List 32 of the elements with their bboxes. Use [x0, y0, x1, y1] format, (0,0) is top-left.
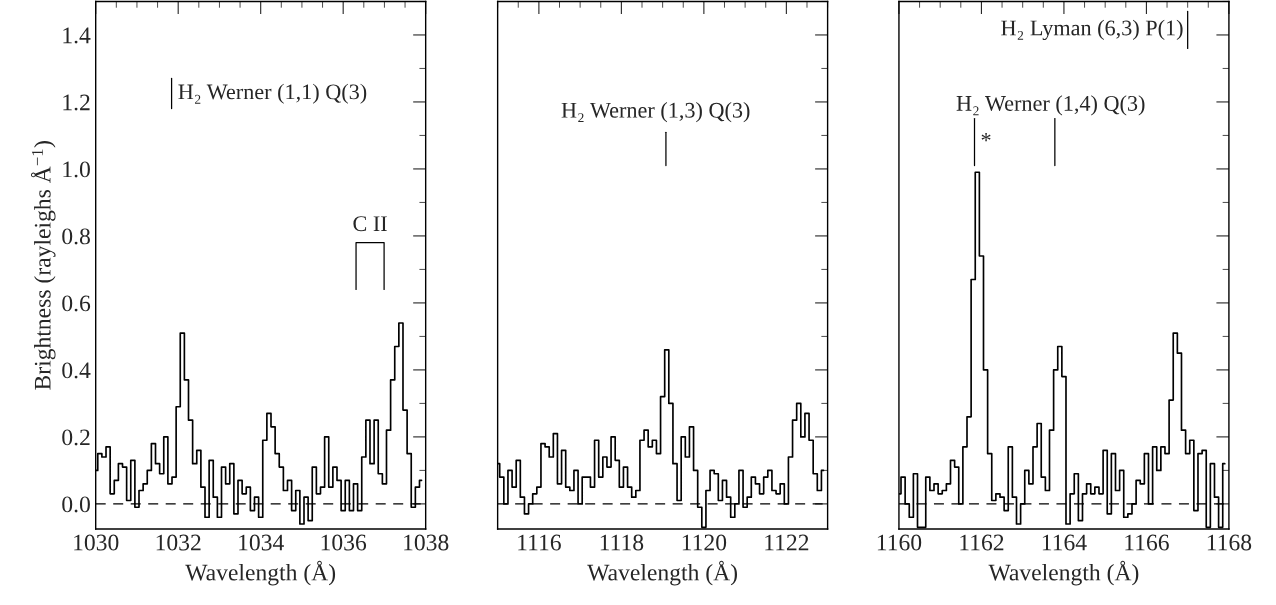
x-tick-label: 1030: [74, 534, 119, 551]
y-tick-label: 0.2: [62, 429, 90, 446]
y-tick-label: 1.2: [63, 94, 90, 111]
annotation: H₂ Werner (1,4) Q(3): [956, 95, 1145, 116]
x-axis-title: Wavelength (Å): [988, 560, 1139, 586]
x-tick-label: 1166: [1125, 534, 1169, 551]
x-tick-label: 1122: [765, 534, 809, 551]
x-tick-label: 1032: [156, 534, 201, 551]
x-tick-label: 1118: [600, 534, 644, 551]
annotation: C II: [353, 216, 387, 232]
x-axis-title: Wavelength (Å): [587, 560, 738, 586]
annotation: H₂ Werner (1,1) Q(3): [178, 83, 367, 104]
x-tick-label: 1034: [239, 534, 284, 551]
x-tick-label: 1168: [1207, 534, 1252, 551]
y-axis-title: Brightness (rayleighs Å$^{−1}$): [30, 141, 56, 390]
y-tick-label: 0.8: [62, 228, 90, 245]
x-tick-label: 1036: [321, 534, 367, 551]
x-tick-label: 1162: [960, 534, 1004, 551]
y-tick-label: 1.0: [63, 161, 90, 178]
x-tick-label: 1160: [877, 534, 922, 551]
annotation: H₂ Werner (1,3) Q(3): [561, 102, 750, 123]
y-tick-label: 1.4: [63, 27, 91, 44]
y-tick-label: 0.4: [62, 362, 91, 379]
annotation: *: [981, 133, 991, 142]
y-tick-label: 0.0: [62, 496, 90, 513]
x-axis-title: Wavelength (Å): [185, 560, 336, 586]
x-tick-label: 1116: [518, 534, 561, 551]
x-tick-label: 1038: [404, 534, 449, 551]
y-tick-label: 0.6: [62, 295, 91, 312]
annotation: H₂ Lyman (6,3) P(1): [1001, 19, 1183, 41]
x-tick-label: 1164: [1042, 534, 1087, 551]
x-tick-label: 1120: [682, 534, 727, 551]
